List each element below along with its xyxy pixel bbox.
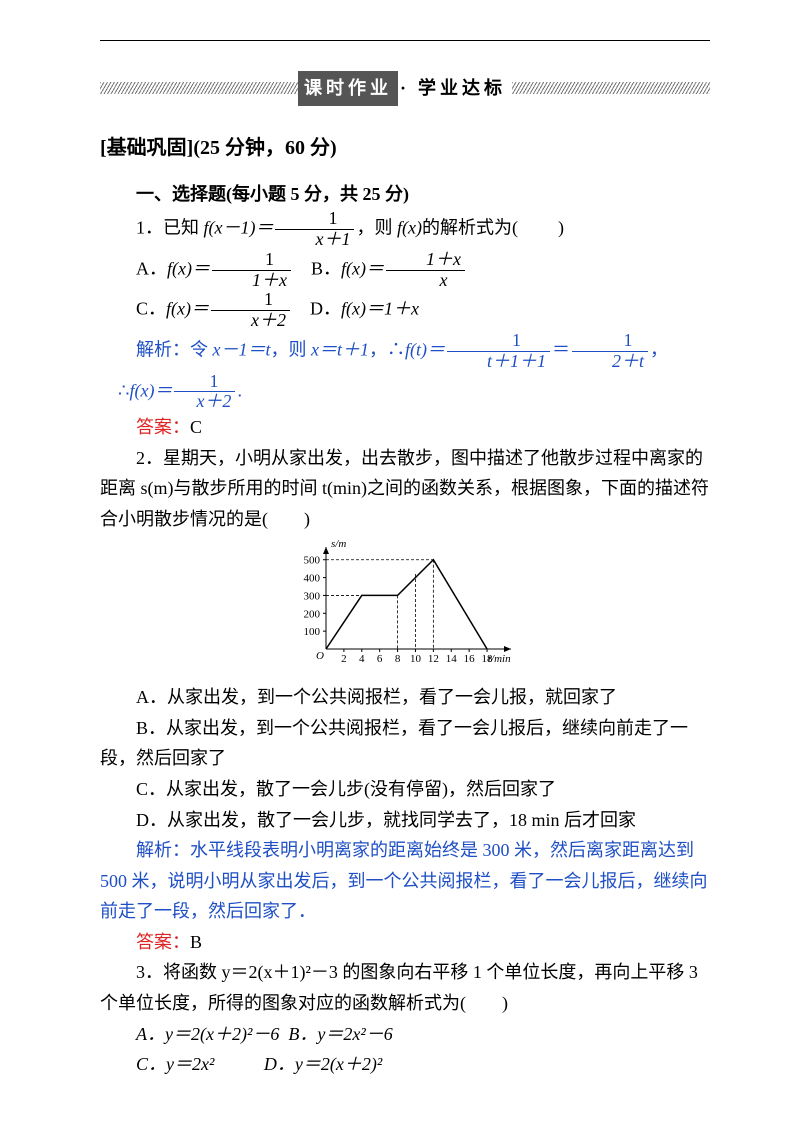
top-rule bbox=[100, 40, 710, 41]
q2-optB: B．从家出发，到一个公共阅报栏，看了一会儿报后，继续向前走了一段，然后回家了 bbox=[100, 713, 710, 774]
answer-label: 答案： bbox=[136, 417, 190, 437]
q1-opts-row2: C．f(x)＝1x＋2 D．f(x)＝1＋x bbox=[100, 290, 710, 331]
q1-text: 已知 bbox=[163, 218, 204, 238]
fraction: 1x＋1 bbox=[275, 209, 354, 250]
q2-optD: D．从家出发，散了一会儿步，就找同学去了，18 min 后才回家 bbox=[100, 805, 710, 836]
svg-text:200: 200 bbox=[304, 608, 321, 620]
q3-text: 将函数 y＝2(x＋1)²－3 的图象向右平移 1 个单位长度，再向上平移 3 … bbox=[100, 962, 698, 1013]
q3-opts-row2: C．y＝2x² D．y＝2(x＋2)² bbox=[100, 1049, 710, 1080]
q2-answer-val: B bbox=[190, 932, 202, 952]
q1-solution-line2: ∴f(x)＝1x＋2. bbox=[100, 372, 710, 413]
q2-num: 2． bbox=[136, 448, 163, 468]
q3-opts-row1: A．y＝2(x＋2)²－6 B．y＝2x²－6 bbox=[100, 1019, 710, 1050]
q2-stem: 2．星期天，小明从家出发，出去散步，图中描述了他散步过程中离家的距离 s(m)与… bbox=[100, 443, 710, 535]
svg-text:4: 4 bbox=[359, 653, 365, 665]
banner-left: 课时作业 bbox=[298, 71, 398, 106]
q2-text: 星期天，小明从家出发，出去散步，图中描述了他散步过程中离家的距离 s(m)与散步… bbox=[100, 448, 709, 529]
svg-text:500: 500 bbox=[304, 554, 321, 566]
q2-optC: C．从家出发，散了一会儿步(没有停留)，然后回家了 bbox=[100, 774, 710, 805]
svg-text:s/m: s/m bbox=[331, 539, 346, 550]
page: 课时作业 · 学业达标 [基础巩固](25 分钟，60 分) 一、选择题(每小题… bbox=[0, 0, 800, 1120]
svg-text:14: 14 bbox=[446, 653, 458, 665]
q1-text2: ，则 bbox=[356, 218, 397, 238]
hatch-left bbox=[100, 82, 298, 94]
part-a-heading: 一、选择题(每小题 5 分，共 25 分) bbox=[100, 179, 710, 210]
q2-chart: 100200300400500 24681012141618 s/m t/min… bbox=[100, 539, 710, 679]
svg-text:8: 8 bbox=[395, 653, 401, 665]
answer-label: 答案： bbox=[136, 932, 190, 952]
q2-answer: 答案：B bbox=[100, 927, 710, 958]
svg-text:6: 6 bbox=[377, 653, 383, 665]
q1-answer: 答案：C bbox=[100, 412, 710, 443]
svg-text:O: O bbox=[316, 650, 324, 662]
q1-opts-row1: A．f(x)＝11＋x B．f(x)＝1＋xx bbox=[100, 250, 710, 291]
q1-text3: 的解析式为( bbox=[422, 218, 518, 238]
solution-label: 解析： bbox=[136, 840, 190, 860]
section-title: [基础巩固](25 分钟，60 分) bbox=[100, 131, 710, 165]
q1-stem: 1．已知 f(x－1)＝1x＋1，则 f(x)的解析式为() bbox=[100, 209, 710, 250]
svg-text:100: 100 bbox=[304, 626, 321, 638]
q2-optA: A．从家出发，到一个公共阅报栏，看了一会儿报，就回家了 bbox=[100, 682, 710, 713]
solution-label: 解析： bbox=[136, 339, 190, 359]
svg-text:300: 300 bbox=[304, 590, 321, 602]
section-banner: 课时作业 · 学业达标 bbox=[100, 71, 710, 106]
svg-text:16: 16 bbox=[464, 653, 476, 665]
q1-lhs: f(x－1)＝ bbox=[204, 218, 274, 238]
hatch-right bbox=[512, 82, 710, 94]
banner-label: 课时作业 · 学业达标 bbox=[298, 71, 512, 106]
banner-right: 学业达标 bbox=[412, 71, 512, 106]
q3-stem: 3．将函数 y＝2(x＋1)²－3 的图象向右平移 1 个单位长度，再向上平移 … bbox=[100, 957, 710, 1018]
svg-text:12: 12 bbox=[428, 653, 439, 665]
q1-answer-val: C bbox=[190, 417, 202, 437]
svg-text:10: 10 bbox=[410, 653, 422, 665]
svg-text:2: 2 bbox=[341, 653, 347, 665]
svg-text:t/min: t/min bbox=[488, 653, 511, 665]
q1-solution: 解析：令 x－1＝t，则 x＝t＋1，∴f(t)＝1t＋1＋1＝12＋t， bbox=[100, 331, 710, 372]
q1-num: 1． bbox=[136, 218, 163, 238]
svg-text:400: 400 bbox=[304, 572, 321, 584]
line-chart: 100200300400500 24681012141618 s/m t/min… bbox=[290, 539, 520, 669]
q3-num: 3． bbox=[136, 962, 163, 982]
q2-solution: 解析：水平线段表明小明离家的距离始终是 300 米，然后离家距离达到 500 米… bbox=[100, 835, 710, 927]
